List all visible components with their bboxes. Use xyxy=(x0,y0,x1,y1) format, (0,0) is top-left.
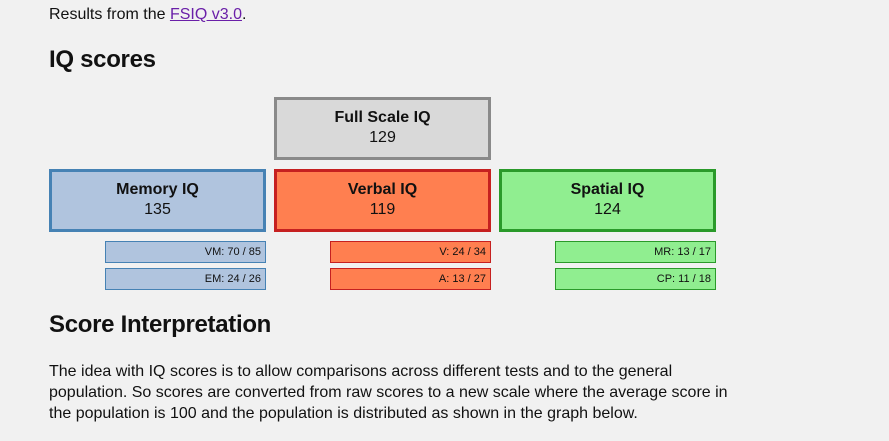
spatial-iq-label: Spatial IQ xyxy=(570,181,645,198)
intro-prefix: Results from the xyxy=(49,6,170,23)
verbal-iq-label: Verbal IQ xyxy=(347,181,418,198)
spatial-iq-score: 124 xyxy=(594,201,621,218)
score-interpretation-heading: Score Interpretation xyxy=(49,311,272,338)
verbal-iq-score: 119 xyxy=(369,201,396,218)
spatial-subscore-cp: CP: 11 / 18 xyxy=(555,268,716,290)
iq-scores-heading: IQ scores xyxy=(49,46,156,73)
intro-suffix: . xyxy=(241,6,247,23)
verbal-subscore-a: A: 13 / 27 xyxy=(330,268,491,290)
interpretation-paragraph: The idea with IQ scores is to allow comp… xyxy=(49,363,728,422)
spatial-subscore-mr: MR: 13 / 17 xyxy=(555,241,716,263)
full-scale-iq-score: 129 xyxy=(369,129,396,146)
memory-iq-score: 135 xyxy=(144,201,171,218)
memory-subscore-em: EM: 24 / 26 xyxy=(105,268,266,290)
memory-iq-box: Memory IQ 135 xyxy=(49,169,266,232)
fsiq-link[interactable]: FSIQ v3.0 xyxy=(169,6,242,23)
full-scale-iq-label: Full Scale IQ xyxy=(334,109,431,126)
results-intro: Results from the FSIQ v3.0. xyxy=(49,5,246,25)
memory-iq-label: Memory IQ xyxy=(116,181,199,198)
verbal-iq-box: Verbal IQ 119 xyxy=(274,169,491,232)
full-scale-iq-box: Full Scale IQ 129 xyxy=(274,97,491,160)
spatial-iq-box: Spatial IQ 124 xyxy=(499,169,716,232)
memory-subscore-vm: VM: 70 / 85 xyxy=(105,241,266,263)
verbal-subscore-v: V: 24 / 34 xyxy=(330,241,491,263)
